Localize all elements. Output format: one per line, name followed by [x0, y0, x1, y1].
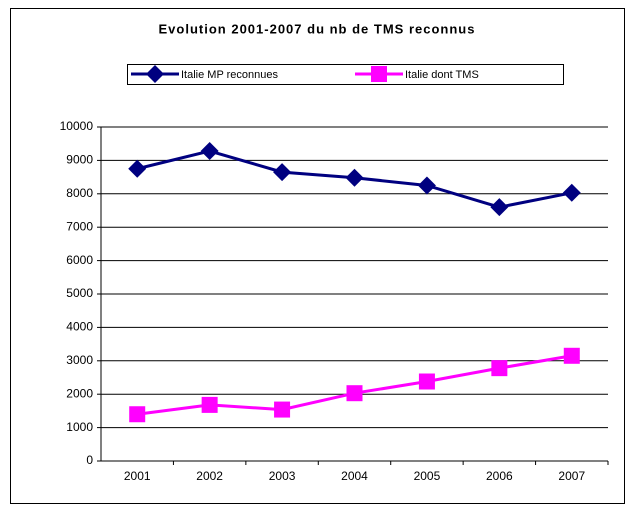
marker — [201, 396, 218, 413]
marker — [129, 406, 146, 423]
marker — [490, 198, 509, 217]
legend-label: Italie MP reconnues — [181, 69, 279, 81]
y-tick-label: 5000 — [66, 286, 93, 300]
marker — [274, 401, 291, 418]
y-tick-label: 9000 — [66, 153, 93, 167]
marker — [563, 347, 580, 364]
marker — [128, 159, 147, 178]
y-tick-label: 6000 — [66, 253, 93, 267]
y-tick-label: 7000 — [66, 219, 93, 233]
marker — [371, 66, 387, 82]
legend-label: Italie dont TMS — [405, 69, 479, 81]
marker — [417, 176, 436, 195]
y-tick-label: 4000 — [66, 320, 93, 334]
marker — [346, 385, 363, 402]
chart-frame — [10, 8, 625, 504]
y-tick-label: 10000 — [60, 119, 94, 133]
y-tick-label: 3000 — [66, 353, 93, 367]
marker — [562, 183, 581, 202]
y-tick-label: 2000 — [66, 386, 93, 400]
x-tick-label: 2006 — [486, 469, 513, 483]
x-tick-label: 2004 — [341, 469, 368, 483]
y-tick-label: 0 — [86, 453, 93, 467]
x-tick-label: 2003 — [269, 469, 296, 483]
x-tick-label: 2001 — [124, 469, 151, 483]
x-tick-label: 2005 — [414, 469, 441, 483]
x-tick-label: 2007 — [558, 469, 585, 483]
marker — [491, 360, 508, 377]
marker — [146, 65, 164, 83]
chart-title: Evolution 2001-2007 du nb de TMS reconnu… — [159, 21, 476, 36]
marker — [200, 142, 219, 161]
marker — [418, 373, 435, 390]
marker — [273, 163, 292, 182]
y-tick-label: 8000 — [66, 186, 93, 200]
x-tick-label: 2002 — [196, 469, 223, 483]
marker — [345, 168, 364, 187]
y-tick-label: 1000 — [66, 420, 93, 434]
legend-box — [127, 64, 564, 85]
